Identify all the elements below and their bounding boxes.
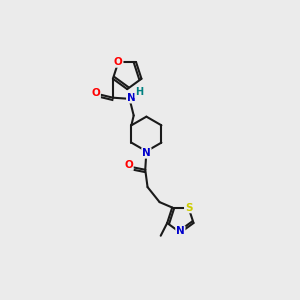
Text: O: O xyxy=(92,88,100,98)
Text: N: N xyxy=(142,148,151,158)
Text: N: N xyxy=(127,93,136,103)
Text: S: S xyxy=(185,202,192,212)
Text: O: O xyxy=(124,160,133,170)
Text: H: H xyxy=(135,87,143,98)
Text: N: N xyxy=(176,226,185,236)
Text: O: O xyxy=(114,57,123,67)
